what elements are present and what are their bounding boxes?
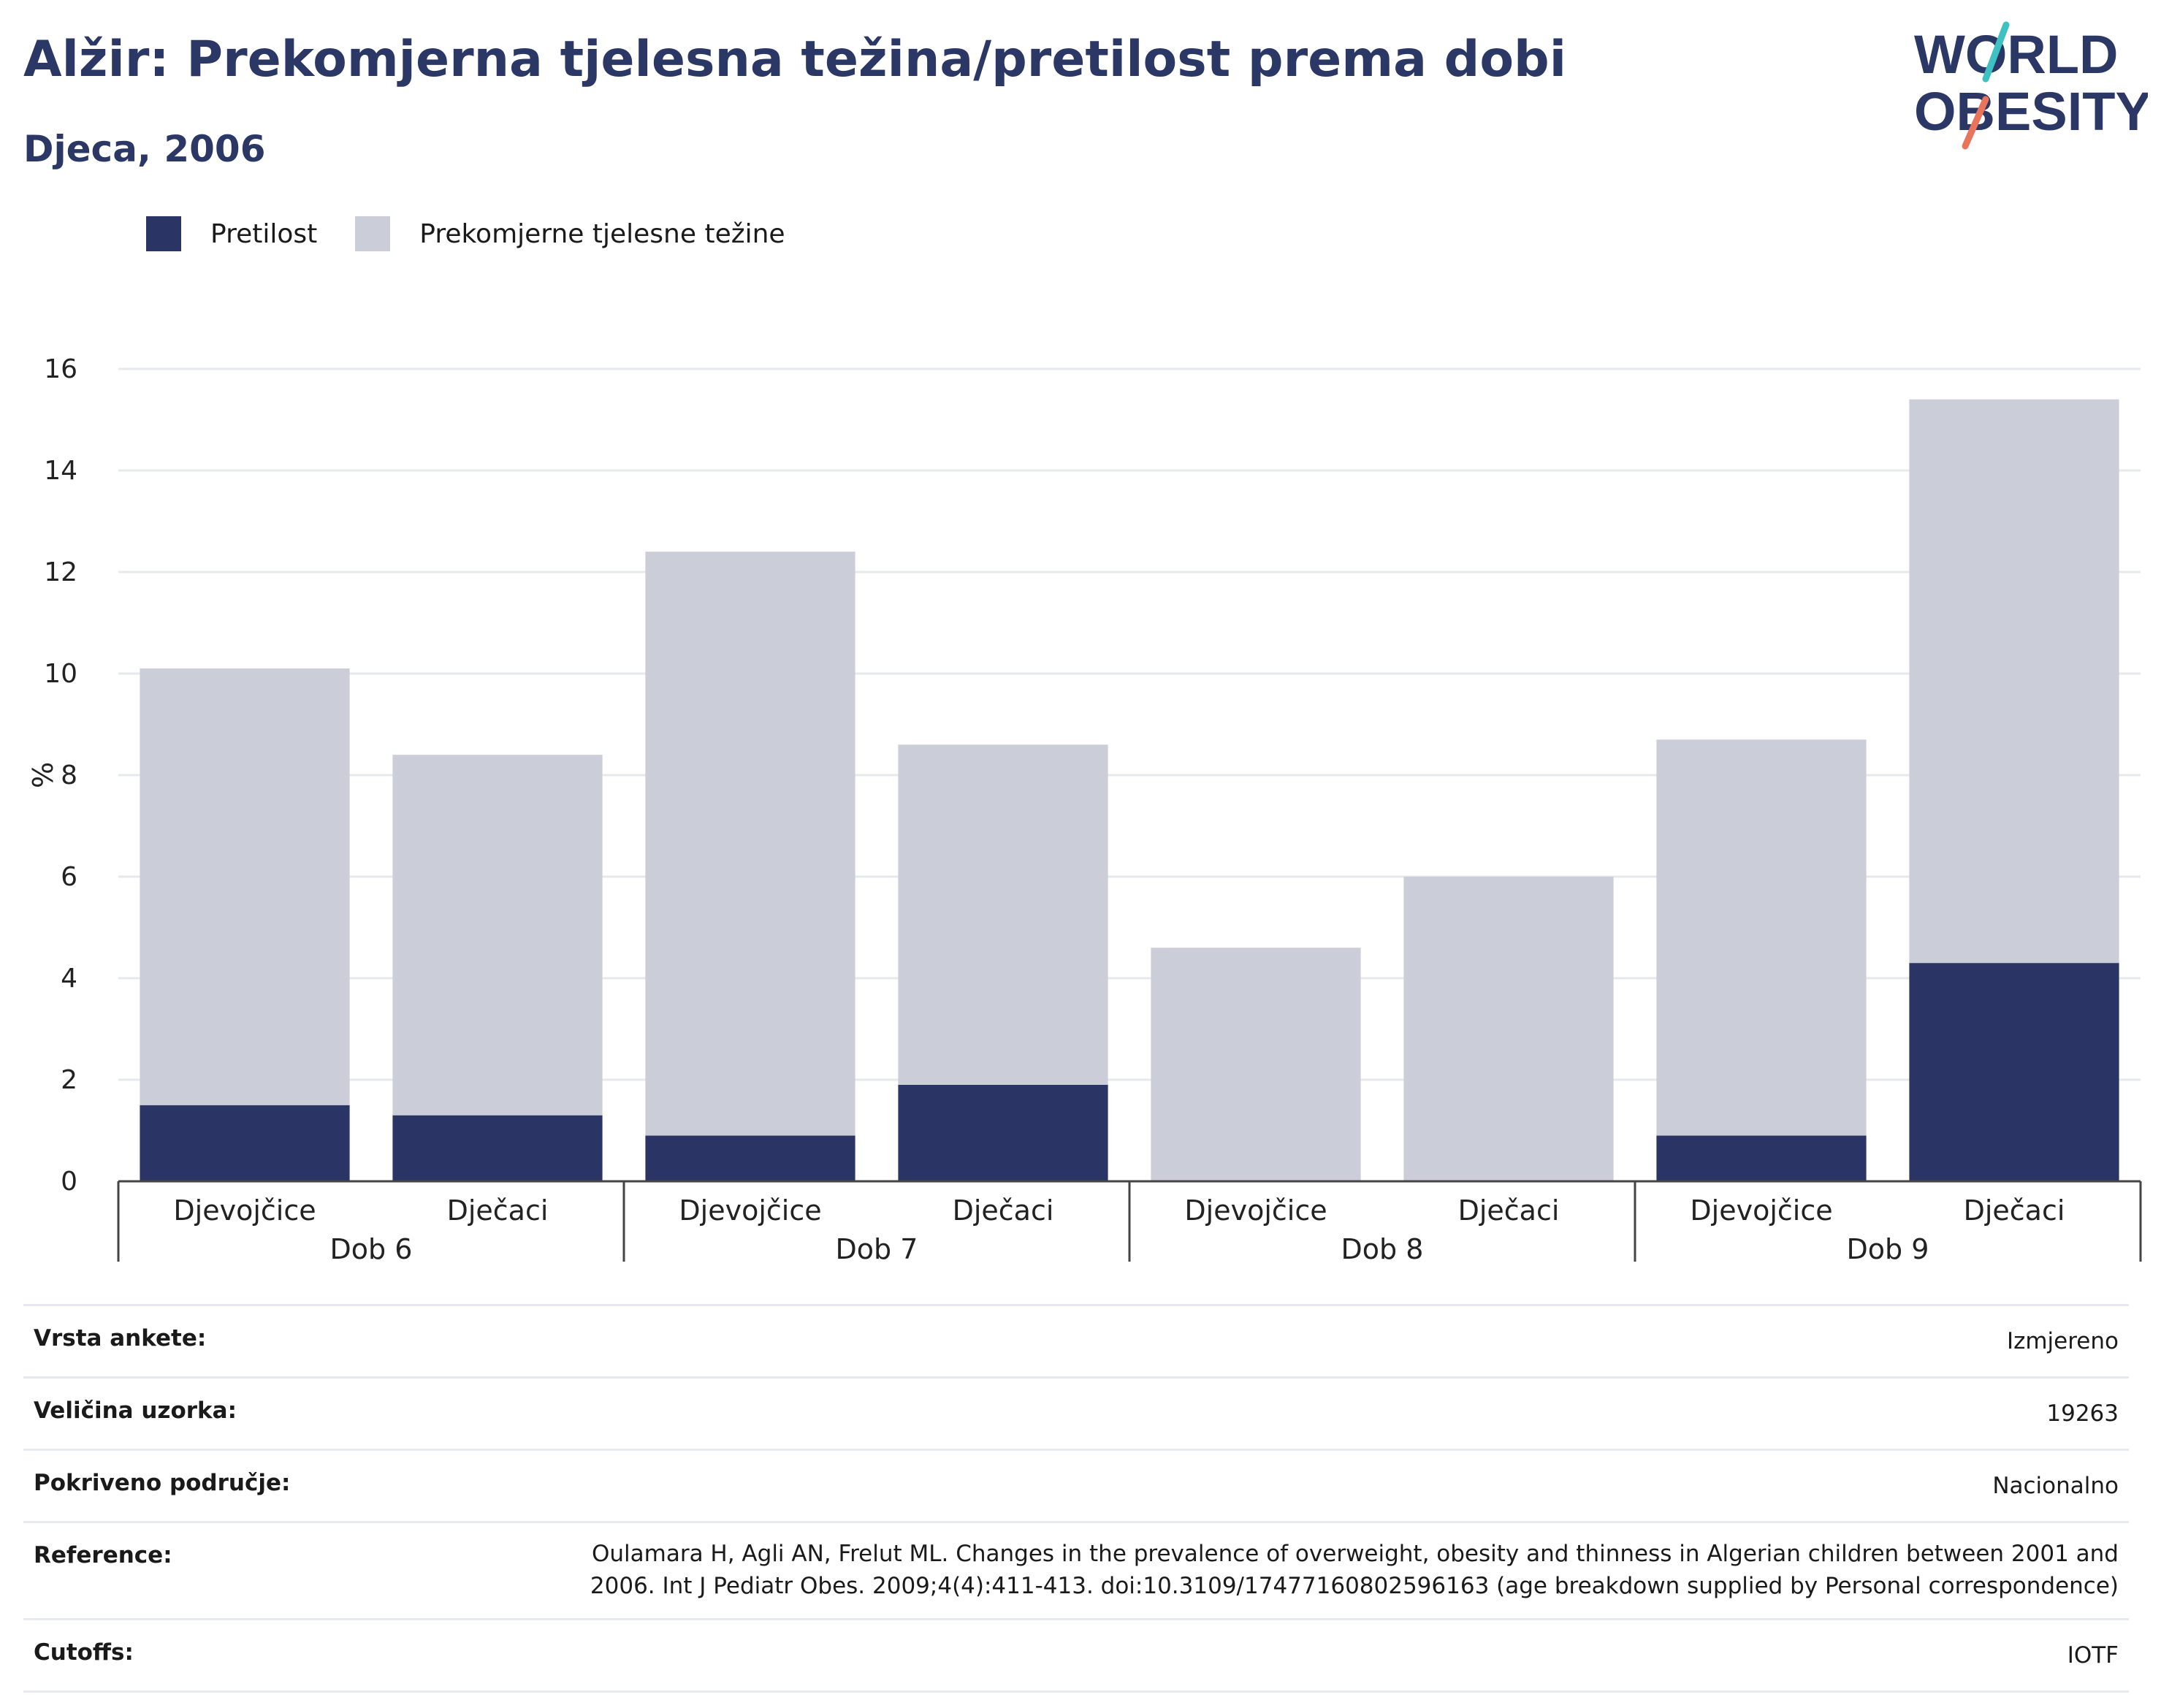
bar-overweight <box>392 755 603 1116</box>
bar-overweight <box>1151 948 1361 1181</box>
legend-swatch-obesity <box>146 216 181 251</box>
x-category-label: Djevojčice <box>173 1194 316 1227</box>
bar-overweight <box>645 552 855 1136</box>
info-value: Oulamara H, Agli AN, Frelut ML. Changes … <box>590 1541 2119 1599</box>
x-category-label: Dječaci <box>953 1194 1054 1227</box>
x-group-label: Dob 7 <box>836 1233 918 1265</box>
y-tick-label: 6 <box>61 862 77 892</box>
x-category-label: Dječaci <box>1458 1194 1560 1227</box>
info-row-reference: Reference: Oulamara H, Agli AN, Frelut M… <box>23 1521 2129 1618</box>
bar-overweight <box>1403 877 1614 1181</box>
info-row-sample-size: Veličina uzorka: 19263 <box>23 1376 2129 1449</box>
y-tick-label: 14 <box>44 456 77 486</box>
x-group-label: Dob 9 <box>1847 1233 1929 1265</box>
x-group-label: Dob 8 <box>1341 1233 1424 1265</box>
info-key: Reference: <box>34 1542 172 1568</box>
info-key: Cutoffs: <box>34 1639 134 1666</box>
info-row-survey-type: Vrsta ankete: Izmjereno <box>23 1304 2129 1376</box>
x-category-label: Djevojčice <box>1184 1194 1327 1227</box>
info-key: Veličina uzorka: <box>34 1398 237 1424</box>
world-obesity-logo: WORLD OBESITY <box>1899 20 2152 152</box>
y-axis-label: % <box>27 762 59 788</box>
chart-title: Alžir: Prekomjerna tjelesna težina/preti… <box>23 31 1567 88</box>
y-tick-label: 16 <box>44 354 77 384</box>
bar-overweight <box>140 668 350 1105</box>
x-category-label: Dječaci <box>1964 1194 2065 1227</box>
x-category-label: Djevojčice <box>1690 1194 1832 1227</box>
y-tick-label: 4 <box>61 964 77 994</box>
y-tick-label: 8 <box>61 760 77 790</box>
bar-obesity <box>1656 1135 1867 1181</box>
info-value: Nacionalno <box>1992 1473 2119 1499</box>
bar-overweight <box>898 744 1108 1085</box>
survey-info-table: Vrsta ankete: Izmjereno Veličina uzorka:… <box>23 1304 2129 1693</box>
info-row-cutoffs: Cutoffs: IOTF <box>23 1618 2129 1693</box>
bar-overweight <box>1909 399 2119 964</box>
chart-subtitle: Djeca, 2006 <box>23 128 266 170</box>
bar-overweight <box>1656 739 1867 1136</box>
x-category-label: Djevojčice <box>679 1194 821 1227</box>
legend-label-obesity: Pretilost <box>210 218 318 249</box>
info-value: Izmjereno <box>2006 1328 2119 1354</box>
chart-legend: Pretilost Prekomjerne tjelesne težine <box>146 216 823 251</box>
legend-label-overweight: Prekomjerne tjelesne težine <box>419 218 785 249</box>
legend-item-obesity[interactable]: Pretilost <box>146 216 317 251</box>
info-key: Vrsta ankete: <box>34 1325 207 1351</box>
info-row-area: Pokriveno područje: Nacionalno <box>23 1449 2129 1521</box>
bar-chart: 0 2 4 6 8 10 12 14 16% Djevojčice Dječaci Djevojčic… <box>27 354 2142 1265</box>
logo-word-1: WORLD <box>1914 24 2119 85</box>
bar-obesity <box>1909 963 2119 1181</box>
bar-obesity <box>392 1115 603 1181</box>
y-tick-label: 2 <box>61 1065 77 1095</box>
info-value: IOTF <box>2067 1642 2119 1669</box>
x-group-label: Dob 6 <box>330 1233 413 1265</box>
bar-obesity <box>645 1135 855 1181</box>
info-value: 19263 <box>2046 1400 2119 1427</box>
bar-obesity <box>140 1105 350 1181</box>
bar-obesity <box>898 1084 1108 1181</box>
legend-item-overweight[interactable]: Prekomjerne tjelesne težine <box>355 216 785 251</box>
x-category-label: Dječaci <box>447 1194 549 1227</box>
y-tick-label: 10 <box>44 659 77 689</box>
info-key: Pokriveno područje: <box>34 1470 291 1496</box>
y-tick-label: 0 <box>61 1167 77 1197</box>
y-tick-label: 12 <box>44 557 77 587</box>
logo-word-2: OBESITY <box>1914 81 2148 142</box>
legend-swatch-overweight <box>355 216 391 251</box>
